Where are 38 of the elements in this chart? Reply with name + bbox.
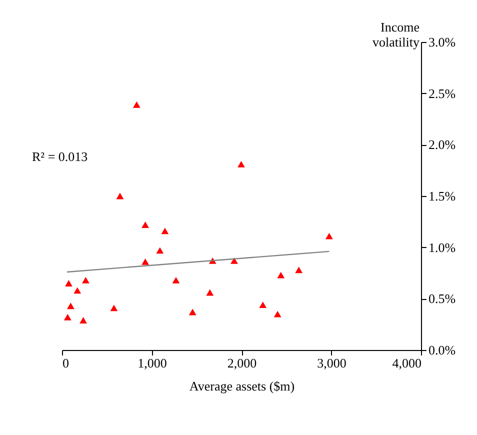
y-tick-label: 2.5% <box>428 86 456 101</box>
point <box>238 160 245 168</box>
point <box>64 314 72 320</box>
point <box>295 266 303 274</box>
point <box>230 257 238 264</box>
x-axis-title: Average assets ($m) <box>189 378 295 394</box>
point <box>116 192 124 200</box>
y-tick-label: 2.0% <box>428 137 456 152</box>
point <box>82 276 90 284</box>
point <box>188 308 196 316</box>
point <box>65 280 72 286</box>
point <box>259 302 267 308</box>
point <box>156 247 164 254</box>
x-tick-label: 0 <box>62 356 69 370</box>
point <box>74 287 82 294</box>
y-tick-label: 1.0% <box>428 240 456 255</box>
point <box>67 302 74 310</box>
point <box>206 289 214 296</box>
point <box>274 310 282 318</box>
y-tick-label: 1.5% <box>428 188 456 204</box>
point <box>142 222 149 228</box>
y-axis-title: Income volatility <box>372 20 420 50</box>
x-tick-label: 1,000 <box>138 356 167 370</box>
point <box>132 101 140 108</box>
point <box>172 276 180 284</box>
point <box>110 304 118 312</box>
point <box>277 272 285 278</box>
point <box>80 317 87 324</box>
point <box>142 258 149 265</box>
x-tick-label: 2,000 <box>227 356 257 370</box>
x-tick-label: 4,000 <box>392 356 422 370</box>
point <box>161 228 169 234</box>
y-tick-label: 3.0% <box>428 34 456 50</box>
annotation: R² = 0.013 <box>32 149 88 164</box>
x-tick-label: 3,000 <box>317 356 346 370</box>
y-tick-label: 0.0% <box>428 342 456 358</box>
y-tick-label: 0.5% <box>428 291 456 306</box>
point <box>325 232 333 240</box>
